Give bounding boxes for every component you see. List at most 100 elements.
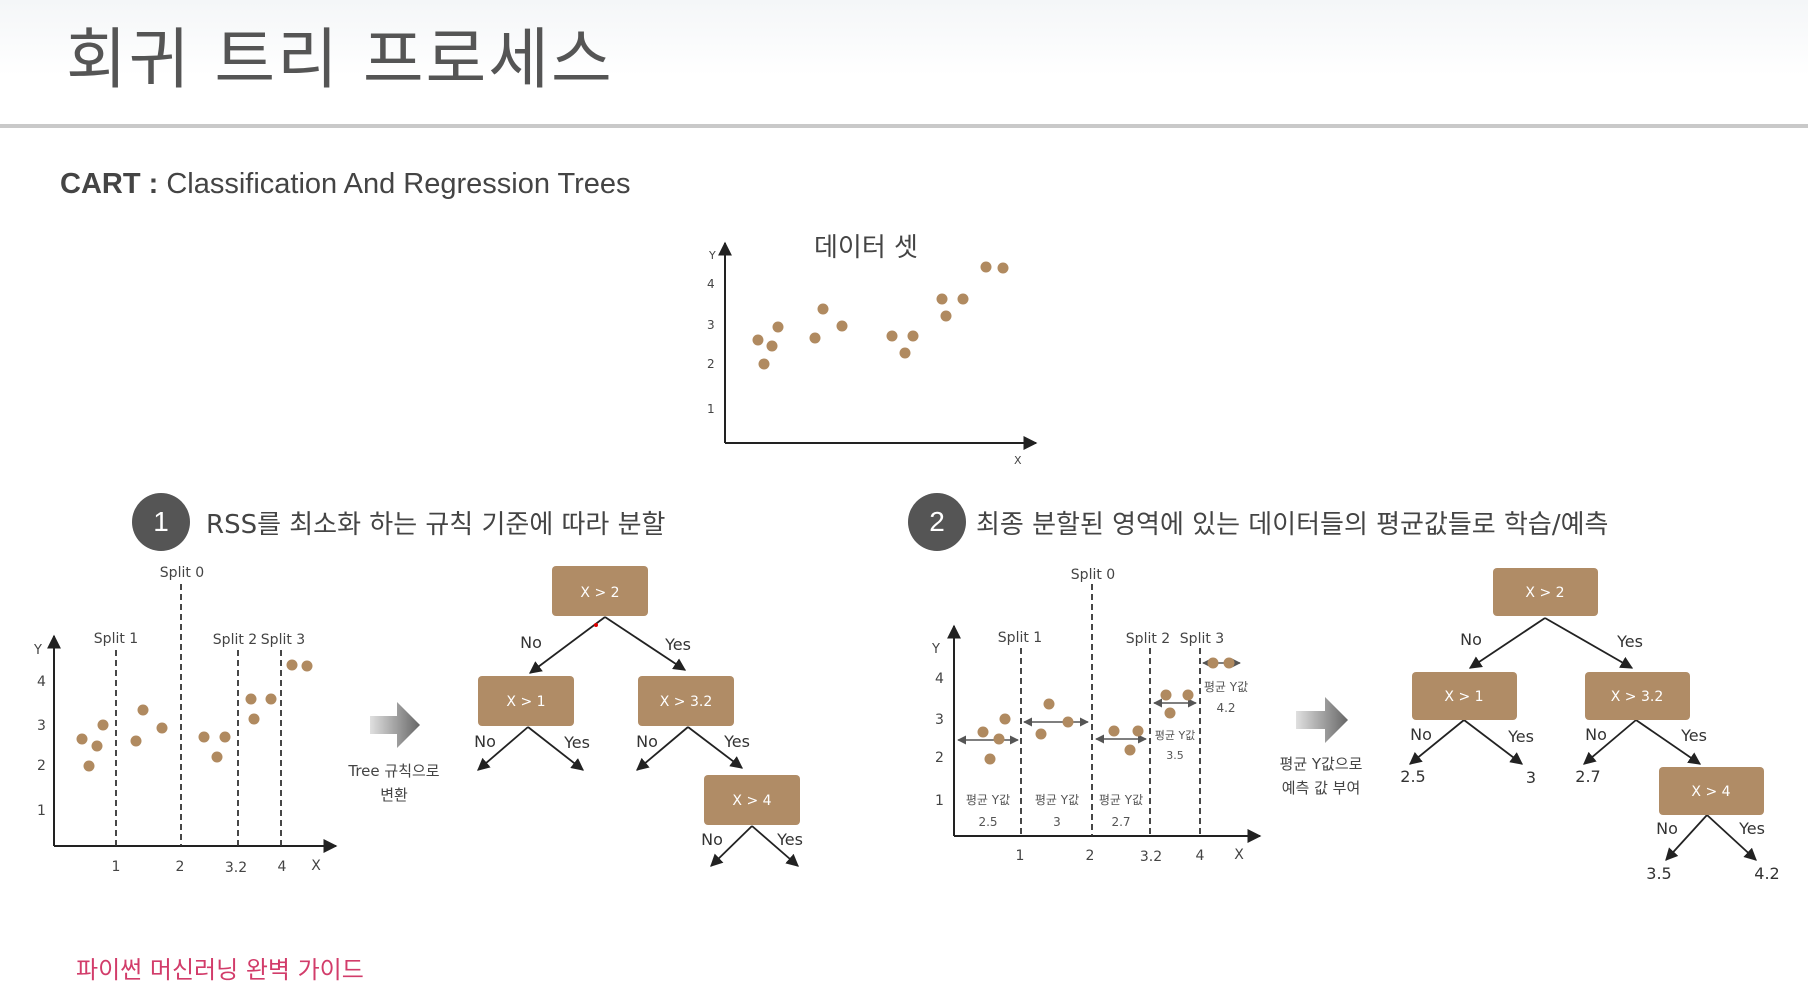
region-label: 평균 Y값	[1204, 680, 1248, 694]
region-value: 3.5	[1166, 749, 1184, 762]
data-point	[265, 693, 277, 705]
step-1: 1 RSS를 최소화 하는 규칙 기준에 따라 분할	[132, 493, 665, 551]
edge-label-no: No	[1585, 725, 1607, 744]
region-label: 평균 Y값	[1035, 793, 1079, 807]
data-point	[766, 340, 778, 352]
right-arrow-icon	[1296, 697, 1348, 743]
tree-edge	[751, 825, 799, 867]
split1-xtick: 3.2	[225, 860, 247, 876]
title-bar	[0, 0, 1808, 126]
tree-1: X > 2 X > 1 X > 3.2 X > 4 No Yes No Yes …	[474, 566, 803, 867]
edge-label-no: No	[636, 732, 658, 751]
data-point	[245, 693, 257, 705]
data-point	[286, 659, 298, 671]
region-value: 3	[1053, 815, 1061, 829]
edge-label-yes: Yes	[1507, 727, 1534, 746]
data-point	[984, 753, 996, 765]
arrow1-label: Tree 규칙으로	[347, 762, 439, 780]
tree-edge	[1409, 719, 1465, 765]
split-label: Split 1	[94, 631, 138, 647]
tree-node	[1493, 568, 1598, 616]
dataset-ytick: 3	[707, 318, 715, 332]
split1-lines	[115, 584, 282, 846]
page-title: 회귀 트리 프로세스	[66, 21, 614, 98]
marker-dot	[594, 623, 598, 627]
data-point	[91, 740, 103, 752]
tree-edge	[687, 726, 744, 769]
tree-edge	[636, 726, 689, 771]
data-point	[977, 726, 989, 738]
tree-node-label: X > 3.2	[660, 694, 713, 710]
data-point	[1182, 689, 1194, 701]
split-chart-2: Y 1 2 3 4 Split 0 Split 1 Split 2 Split …	[931, 567, 1262, 865]
tree2-node-left: X > 1	[1412, 672, 1517, 720]
edge-label-no: No	[1410, 725, 1432, 744]
split2-xtick: 4	[1196, 848, 1205, 864]
tree-node	[638, 676, 734, 726]
data-point	[1164, 707, 1176, 719]
region-label: 평균 Y값	[1099, 793, 1143, 807]
edge-label-yes: Yes	[776, 830, 803, 849]
dataset-ylabel: Y	[708, 249, 716, 262]
title-divider	[0, 124, 1808, 128]
split-label: Split 2	[1126, 631, 1170, 647]
data-point	[1043, 698, 1055, 710]
leaf-value: 4.2	[1754, 864, 1779, 883]
tree-edge	[604, 616, 687, 671]
diagram-canvas: 데이터 셋 Y X 1 2 3 4 Y 1	[33, 233, 1780, 883]
tree-edge	[477, 726, 529, 771]
data-point	[1108, 725, 1120, 737]
arrow2-label: 예측 값 부여	[1282, 779, 1361, 797]
dataset-ytick: 4	[707, 277, 715, 291]
data-point	[809, 332, 821, 344]
tree1-edges	[477, 616, 799, 867]
tree-node-label: X > 1	[506, 694, 545, 710]
data-point	[997, 262, 1009, 274]
split-label: Split 0	[160, 565, 204, 581]
tree-edge	[1463, 719, 1524, 765]
data-point	[156, 722, 168, 734]
arrow2-label: 평균 Y값으로	[1280, 755, 1363, 773]
data-point	[758, 358, 770, 370]
data-point	[1223, 657, 1235, 669]
data-point	[752, 334, 764, 346]
split1-ylabel: Y	[33, 643, 42, 658]
split2-ytick: 3	[935, 712, 944, 728]
tree1-node-root: X > 2	[552, 566, 648, 616]
data-point	[936, 293, 948, 305]
data-point	[198, 731, 210, 743]
data-point	[993, 733, 1005, 745]
tree-node-label: X > 2	[580, 585, 619, 601]
edge-label-no: No	[1656, 819, 1678, 838]
transform-arrow-1: Tree 규칙으로 변환	[347, 702, 440, 804]
split-label: Split 3	[1180, 631, 1224, 647]
region-value: 2.7	[1111, 815, 1130, 829]
dataset-ytick: 2	[707, 357, 715, 371]
split-label: Split 0	[1071, 567, 1115, 583]
edge-label-yes: Yes	[1680, 726, 1707, 745]
edge-label-yes: Yes	[664, 635, 691, 654]
step-2-text: 최종 분할된 영역에 있는 데이터들의 평균값들로 학습/예측	[976, 509, 1609, 540]
tree-node-label: X > 2	[1525, 585, 1564, 601]
tree1-node-right: X > 3.2	[638, 676, 734, 726]
data-point	[219, 731, 231, 743]
data-point	[137, 704, 149, 716]
tree-edge	[1544, 617, 1634, 669]
tree-edge	[528, 616, 606, 674]
tree-edge	[1635, 719, 1702, 765]
edge-label-no: No	[520, 633, 542, 652]
data-point	[886, 330, 898, 342]
split2-ylabel: Y	[931, 642, 940, 657]
split2-xtick: 1	[1016, 848, 1025, 864]
tree-edge	[1706, 814, 1757, 861]
data-point	[1132, 725, 1144, 737]
split1-xtick: 2	[176, 859, 185, 875]
split1-xlabel: X	[311, 858, 321, 874]
split1-xtick: 1	[112, 859, 121, 875]
region-value: 4.2	[1216, 701, 1235, 715]
edge-label-no: No	[474, 732, 496, 751]
split2-xtick: 3.2	[1140, 849, 1162, 865]
edge-label-yes: Yes	[1738, 819, 1765, 838]
leaf-value: 2.7	[1575, 767, 1600, 786]
split2-xtick: 2	[1086, 848, 1095, 864]
